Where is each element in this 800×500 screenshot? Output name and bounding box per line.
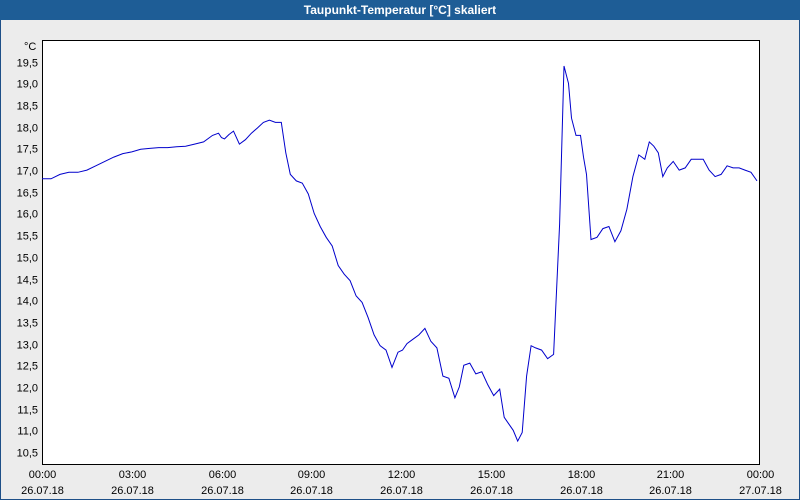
y-tick-label: 19,5 xyxy=(17,58,38,70)
x-tick-date: 26.07.18 xyxy=(111,485,154,497)
series-line-dewpoint xyxy=(42,65,758,443)
plot-frame xyxy=(42,40,760,465)
series-layer xyxy=(42,65,758,443)
x-tick-time: 03:00 xyxy=(119,469,147,481)
y-tick-label: 14,0 xyxy=(17,296,38,308)
y-tick-label: 12,0 xyxy=(17,383,38,395)
y-tick-label: 10,5 xyxy=(17,448,38,460)
x-tick-date: 26.07.18 xyxy=(380,485,423,497)
x-tick-time: 21:00 xyxy=(657,469,685,481)
plot-border xyxy=(42,40,760,465)
y-tick-label: 19,0 xyxy=(17,79,38,91)
y-tick-label: 16,5 xyxy=(17,188,38,200)
y-tick-label: 11,0 xyxy=(17,426,38,438)
line-chart: 10,5 11,0 11,5 12,0 12,5 13,0 13,5 14,0 14,5 15,0… xyxy=(17,40,782,497)
x-axis-ticks: 00:00 26.07.18 03:00 26.07.18 06:00 26.07.18 0… xyxy=(21,469,782,497)
y-tick-label: 18,5 xyxy=(17,101,38,113)
x-tick-time: 00:00 xyxy=(747,469,775,481)
x-tick-date: 26.07.18 xyxy=(649,485,692,497)
x-tick-time: 12:00 xyxy=(388,469,416,481)
x-tick-time: 06:00 xyxy=(209,469,237,481)
y-tick-label: 13,0 xyxy=(17,340,38,352)
y-tick-label: 16,0 xyxy=(17,209,38,221)
y-axis-ticks: 10,5 11,0 11,5 12,0 12,5 13,0 13,5 14,0 14,5 15,0… xyxy=(17,58,38,460)
x-tick-time: 18:00 xyxy=(568,469,596,481)
x-tick-time: 00:00 xyxy=(29,469,57,481)
plot-area xyxy=(42,40,760,465)
y-tick-label: 15,0 xyxy=(17,253,38,265)
x-tick-date: 26.07.18 xyxy=(560,485,603,497)
x-tick-time: 09:00 xyxy=(298,469,326,481)
x-tick-date: 26.07.18 xyxy=(470,485,513,497)
x-tick-date: 27.07.18 xyxy=(739,485,782,497)
x-tick-date: 26.07.18 xyxy=(290,485,333,497)
x-tick-time: 15:00 xyxy=(478,469,506,481)
y-tick-label: 15,5 xyxy=(17,231,38,243)
y-tick-label: 13,5 xyxy=(17,318,38,330)
x-tick-date: 26.07.18 xyxy=(201,485,244,497)
y-tick-label: 12,5 xyxy=(17,361,38,373)
y-tick-label: 17,5 xyxy=(17,144,38,156)
y-tick-label: 11,5 xyxy=(17,405,38,417)
y-tick-label: 18,0 xyxy=(17,123,38,135)
y-tick-label: 14,5 xyxy=(17,275,38,287)
x-tick-date: 26.07.18 xyxy=(21,485,64,497)
chart-title: Taupunkt-Temperatur [°C] skaliert xyxy=(0,0,800,20)
y-tick-label: 17,0 xyxy=(17,166,38,178)
y-axis-label: °C xyxy=(24,41,36,53)
